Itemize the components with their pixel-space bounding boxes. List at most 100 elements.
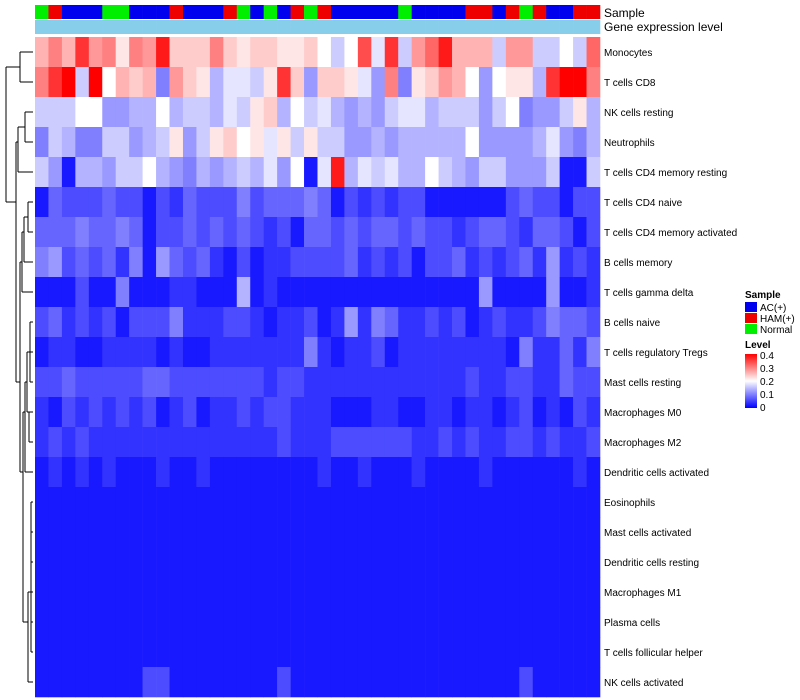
heatmap-cell [129,307,143,338]
heatmap-cell [559,37,574,68]
heatmap-cell [209,517,224,548]
heatmap-cell [129,367,143,398]
heatmap-cell [573,607,587,638]
heatmap-cell [357,247,372,278]
heatmap-cell [357,397,372,428]
heatmap-cell [492,367,507,398]
heatmap-cell [263,277,278,308]
heatmap-cell [196,187,211,218]
sample-cell [465,5,480,19]
heatmap-cell [250,187,264,218]
sample-cell [519,5,534,19]
heatmap-cell [263,667,278,698]
heatmap-cell [277,247,291,278]
heatmap-cell [290,367,305,398]
heatmap-cell [48,157,63,188]
row-label: Macrophages M1 [604,588,682,599]
heatmap-cell [398,67,412,98]
heatmap-cell [182,217,197,248]
heatmap-cell [425,427,439,458]
heatmap-cell [371,547,386,578]
heatmap-cell [411,577,426,608]
heatmap-cell [156,247,170,278]
heatmap-cell [573,67,587,98]
heatmap-cell [425,607,439,638]
heatmap-cell [438,307,453,338]
gene-expression-cell [532,20,547,34]
heatmap-cell [478,637,493,668]
heatmap-cell [75,97,90,128]
heatmap-cell [586,67,601,98]
heatmap-cell [573,157,587,188]
legend-level-tick: 0.4 [760,351,774,362]
heatmap-cell [290,427,305,458]
heatmap-cell [75,307,90,338]
heatmap-cell [398,97,412,128]
heatmap-cell [438,427,453,458]
heatmap-cell [505,637,520,668]
heatmap-cell [586,577,601,608]
heatmap-cell [304,397,318,428]
heatmap-cell [438,667,453,698]
heatmap-cell [505,607,520,638]
heatmap-cell [573,487,587,518]
heatmap-cell [263,547,278,578]
heatmap-cell [505,487,520,518]
heatmap-cell [35,67,49,98]
heatmap-cell [156,487,170,518]
heatmap-cell [236,637,251,668]
heatmap-cell [398,337,412,368]
heatmap-cell [573,397,587,428]
heatmap-cell [196,667,211,698]
heatmap-cell [142,367,157,398]
heatmap-cell [317,187,332,218]
heatmap-cell [505,337,520,368]
heatmap-cell [129,157,143,188]
heatmap-cell [519,277,534,308]
heatmap-cell [330,517,345,548]
heatmap-cell [182,427,197,458]
heatmap-cell [61,637,76,668]
heatmap-cell [559,67,574,98]
heatmap-cell [492,607,507,638]
heatmap-cell [209,427,224,458]
heatmap-cell [398,607,412,638]
heatmap-cell [196,97,211,128]
heatmap-cell [61,577,76,608]
legend-level-tick: 0.2 [760,377,774,388]
heatmap-cell [290,67,305,98]
heatmap-cell [371,217,386,248]
heatmap-cell [196,277,211,308]
heatmap-cell [344,217,359,248]
heatmap-cell [102,217,117,248]
heatmap-cell [546,607,560,638]
heatmap-cell [465,547,480,578]
heatmap-cell [465,67,480,98]
heatmap-cell [236,217,251,248]
heatmap-cell [196,157,211,188]
heatmap-cell [357,367,372,398]
heatmap-cell [411,277,426,308]
heatmap-cell [277,337,291,368]
heatmap-cell [384,577,399,608]
heatmap-cell [236,37,251,68]
heatmap-cell [452,667,466,698]
heatmap-cell [546,97,560,128]
heatmap-cell [169,67,184,98]
heatmap-cell [250,457,264,488]
heatmap-cell [236,247,251,278]
heatmap-cell [88,637,103,668]
heatmap-cell [102,607,117,638]
heatmap-cell [317,517,332,548]
heatmap-cell [156,217,170,248]
heatmap-cell [88,277,103,308]
heatmap-cell [290,397,305,428]
heatmap-cell [61,127,76,158]
heatmap-cell [196,307,211,338]
heatmap-cell [129,487,143,518]
heatmap-cell [156,667,170,698]
heatmap-cell [398,487,412,518]
heatmap-cell [398,187,412,218]
heatmap-cell [115,607,130,638]
heatmap-cell [61,367,76,398]
